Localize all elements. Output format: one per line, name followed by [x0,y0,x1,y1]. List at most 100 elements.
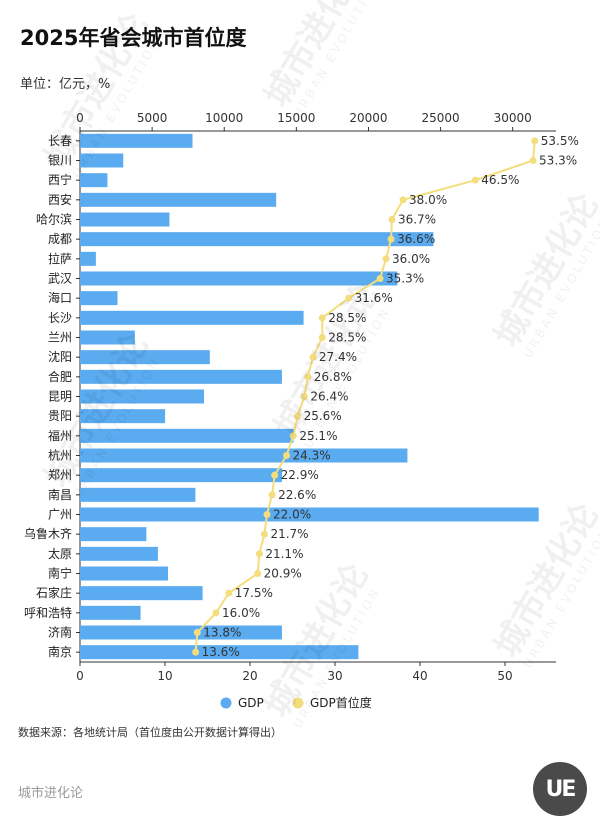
primacy-data-label: 22.6% [278,488,316,502]
category-label: 杭州 [48,448,72,463]
primacy-point [388,216,396,223]
primacy-data-label: 36.0% [392,252,430,266]
chart-svg: 0 5000 10000 15000 20000 25000 30000 0 10 20 30 40 5… [24,111,579,710]
primacy-point [283,452,291,459]
primacy-data-label: 38.0% [409,193,447,207]
legend-gdp-label: GDP [238,696,264,710]
bottom-axis-tick-label: 40 [412,669,427,683]
primacy-data-label: 22.9% [281,468,319,482]
gdp-bar [80,468,282,483]
gdp-bar [80,625,282,640]
bottom-axis-tick-label: 0 [76,669,84,683]
primacy-data-label: 46.5% [481,173,519,187]
category-label: 兰州 [48,331,72,345]
primacy-data-label: 53.5% [541,134,579,148]
gdp-bar [80,251,96,266]
gdp-bar [80,310,304,325]
brand-name: 城市进化论 [18,786,84,801]
legend-gdp-swatch [220,697,232,709]
gdp-bar [80,448,408,463]
primacy-point [193,629,201,636]
primacy-data-label: 25.6% [304,409,342,423]
top-axis-tick-label: 15000 [277,111,315,125]
legend-primacy-label: GDP首位度 [310,695,372,710]
primacy-point [271,471,279,479]
primacy-point [225,589,233,597]
top-axis-tick-label: 0 [76,111,84,125]
primacy-data-label: 27.4% [319,350,357,364]
source-note: 数据来源：各地统计局（首位度由公开数据计算得出） [18,726,282,739]
primacy-point [300,393,308,400]
chart-title: 2025年省会城市首位度 [20,26,247,50]
gdp-bar [80,291,118,306]
category-label: 昆明 [48,390,72,404]
primacy-point [531,137,539,145]
primacy-data-label: 28.5% [328,331,366,345]
legend-primacy-swatch [292,697,304,709]
primacy-point [382,255,390,263]
primacy-point [345,294,353,302]
primacy-data-label: 17.5% [235,586,273,600]
primacy-data-label: 31.6% [355,291,393,305]
gdp-bar [80,586,203,601]
primacy-data-label: 21.7% [270,527,308,541]
primacy-point [529,157,537,164]
category-label: 福州 [48,428,72,443]
top-axis-tick-label: 20000 [349,111,387,125]
primacy-data-label: 36.7% [398,213,436,227]
category-label: 西宁 [48,172,72,187]
primacy-point [294,412,302,420]
primacy-data-label: 26.8% [314,370,352,384]
primacy-data-label: 13.6% [202,645,240,659]
primacy-point [471,176,479,184]
gdp-bar [80,153,124,168]
primacy-data-label: 21.1% [265,547,303,561]
gdp-bar [80,546,158,561]
category-label: 成都 [48,232,72,246]
primacy-point [309,353,317,361]
category-label: 南昌 [48,487,72,502]
gdp-bar [80,428,294,443]
category-label: 济南 [48,625,72,640]
primacy-point [254,570,262,577]
category-label: 呼和浩特 [24,605,72,620]
primacy-point [387,235,395,243]
gdp-bar [80,173,108,188]
primacy-point [289,432,297,440]
top-axis-tick-label: 5000 [137,111,168,125]
category-label: 长春 [48,134,72,148]
primacy-data-label: 24.3% [293,449,331,463]
brand-logo: UE [533,762,587,816]
category-label: 乌鲁木齐 [24,526,72,541]
bottom-axis-tick-label: 20 [242,669,257,683]
category-label: 南宁 [48,566,72,581]
category-label: 石家庄 [36,585,72,600]
category-label: 拉萨 [48,251,72,266]
primacy-point [192,648,200,656]
primacy-point [376,275,384,282]
bottom-axis-tick-label: 30 [327,669,342,683]
gdp-bar [80,409,166,424]
primacy-point [268,491,276,499]
primacy-point [260,530,268,538]
category-label: 南京 [48,644,72,659]
gdp-bar [80,212,170,227]
category-label: 长沙 [48,311,72,325]
gdp-bar [80,645,359,660]
gdp-bar [80,350,210,365]
primacy-data-label: 16.0% [222,606,260,620]
primacy-data-label: 26.4% [310,390,348,404]
category-label: 银川 [48,154,72,168]
category-label: 西安 [48,192,72,207]
primacy-data-label: 22.0% [273,508,311,522]
category-label: 郑州 [48,467,72,482]
primacy-data-label: 35.3% [386,272,424,286]
gdp-bar [80,330,135,345]
gdp-bar [80,389,205,404]
gdp-bar [80,605,141,620]
primacy-point [255,550,263,558]
primacy-data-label: 36.6% [397,232,435,246]
top-axis-tick-label: 25000 [422,111,460,125]
primacy-point [263,511,271,518]
bottom-axis-tick-label: 10 [157,669,172,683]
